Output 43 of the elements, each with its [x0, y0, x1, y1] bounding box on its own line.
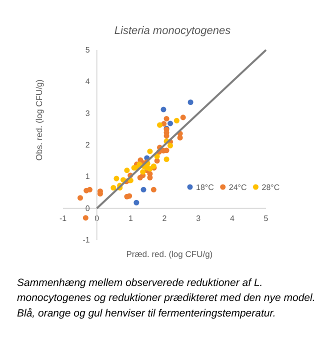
point: [157, 122, 163, 128]
point: [140, 186, 146, 192]
point: [147, 148, 153, 154]
point: [174, 118, 180, 124]
point: [147, 166, 153, 172]
legend-label: 28°C: [262, 182, 280, 192]
y-tick-label: 4: [85, 77, 90, 86]
point: [86, 186, 92, 192]
x-tick-label: -1: [59, 214, 68, 224]
point: [167, 142, 174, 148]
y-tick-label: -1: [82, 236, 90, 245]
point: [160, 106, 166, 112]
point: [120, 177, 126, 183]
point: [110, 184, 116, 191]
y-tick-label: 1: [85, 172, 90, 182]
chart-title: Listeria monocytogenes: [114, 25, 232, 37]
point: [188, 99, 194, 106]
x-tick-label: 1: [128, 214, 134, 224]
x-axis-title: Præd. red. (log CFU/g): [126, 249, 213, 259]
x-tick-label: 5: [264, 214, 269, 224]
point: [77, 195, 84, 201]
point: [167, 120, 174, 126]
point: [114, 176, 120, 182]
point: [124, 168, 130, 174]
point: [140, 169, 146, 175]
text: Sammenhæng mellem observerede reduktioner af L. monocytogenes og reduktioner prædikteret med den nye model. Blå, orange og gul henviser til fermenteringstemperatur.: [17, 277, 316, 320]
point: [134, 200, 140, 206]
point: [164, 156, 170, 162]
y-tick-label: 3: [85, 108, 90, 118]
x-tick-label: 2: [162, 214, 168, 224]
point: [164, 116, 170, 122]
legend-label: 18°C: [196, 182, 214, 192]
point: [180, 114, 186, 120]
legend-label: 24°C: [228, 182, 247, 192]
y-axis-title: Obs. red. (log CFU/g): [34, 79, 44, 161]
y-tick-label: 0: [85, 204, 90, 213]
point: [150, 186, 156, 192]
point: [154, 154, 160, 160]
x-tick-label: 3: [196, 214, 202, 224]
y-tick-label: 5: [85, 46, 90, 55]
point: [82, 215, 88, 221]
y-tick-label: 2: [85, 140, 90, 150]
x-tick-label: 4: [230, 214, 235, 224]
